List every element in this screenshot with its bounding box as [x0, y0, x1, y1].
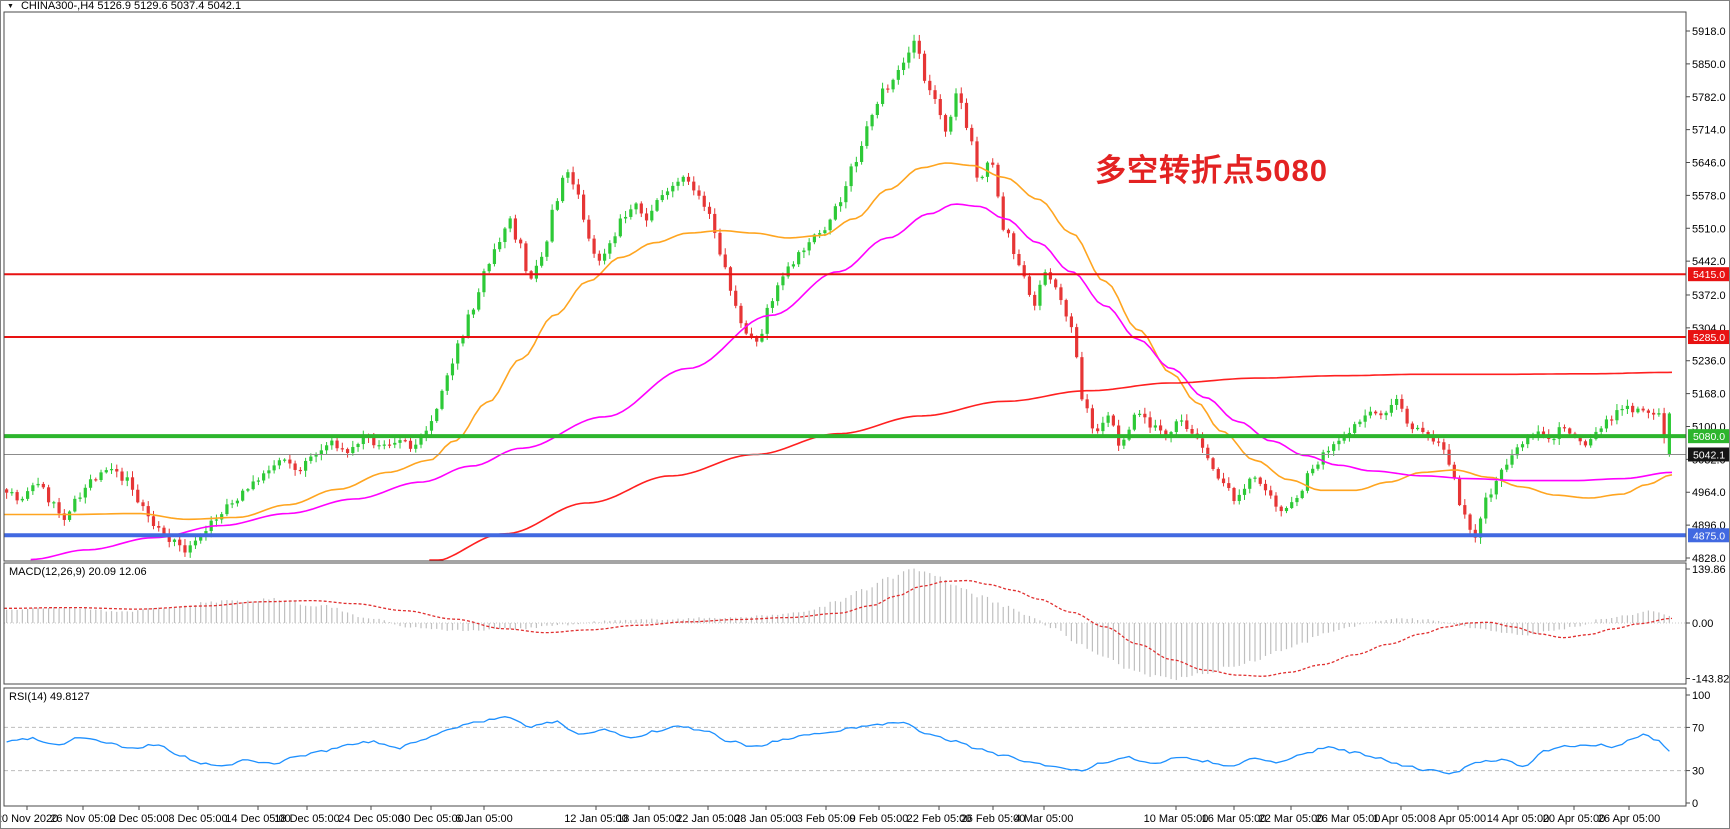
price-axis-label: 5578.0: [1692, 190, 1726, 202]
time-axis-label: 2 Dec 05:00: [109, 813, 168, 825]
time-axis-label: 4 Mar 05:00: [1015, 813, 1074, 825]
macd-axis[interactable]: 139.86 0.00 -143.82: [1686, 564, 1729, 686]
time-axis-label: 12 Jan 05:00: [564, 813, 628, 825]
price-axis-label: 5918.0: [1692, 26, 1726, 38]
rsi-axis-label: 70: [1692, 722, 1704, 734]
ma-medium-magenta-line: [30, 203, 1673, 561]
rsi-axis-label: 0: [1692, 798, 1698, 810]
price-badge-label: 5415.0: [1693, 269, 1725, 281]
time-axis-label: 6 Jan 05:00: [455, 813, 513, 825]
price-axis-label: 4964.0: [1692, 487, 1726, 499]
time-axis-label: 9 Feb 05:00: [850, 813, 909, 825]
rsi-line: [6, 716, 1670, 775]
macd-indicator-label: MACD(12,26,9) 20.09 12.06: [9, 566, 147, 578]
price-axis-label: 5782.0: [1692, 92, 1726, 104]
time-axis-label: 20 Nov 2020: [1, 813, 58, 825]
price-axis-label: 5850.0: [1692, 59, 1726, 71]
collapse-icon[interactable]: ▼: [7, 3, 14, 10]
price-axis-label: 5714.0: [1692, 125, 1726, 137]
price-badge-4875.0: 4875.0: [1688, 528, 1729, 543]
rsi-axis[interactable]: 100 70 30 0: [1686, 690, 1710, 810]
price-axis[interactable]: 5918.0 5850.0 5782.0 5714.0 5646.0 5578.0 5510…: [1686, 26, 1726, 565]
time-axis-label: 8 Dec 05:00: [168, 813, 227, 825]
time-axis-label: 26 Feb 05:00: [961, 813, 1026, 825]
candles-layer: [5, 34, 1671, 558]
macd-axis-label: -143.82: [1692, 674, 1729, 686]
price-badge-label: 4875.0: [1693, 530, 1725, 542]
time-axis-label: 8 Apr 05:00: [1430, 813, 1486, 825]
time-axis-label: 18 Dec 05:00: [274, 813, 339, 825]
rsi-axis-label: 30: [1692, 766, 1704, 778]
time-axis-label: 26 Nov 05:00: [50, 813, 115, 825]
price-axis-label: 5236.0: [1692, 356, 1726, 368]
macd-axis-label: 139.86: [1692, 564, 1726, 576]
price-badge-5415.0: 5415.0: [1688, 267, 1729, 282]
annotation-text: 多空转折点5080: [1095, 153, 1328, 188]
price-badge-label: 5285.0: [1693, 332, 1725, 344]
price-badge-5042.1: 5042.1: [1688, 447, 1729, 462]
macd-histogram: [6, 568, 1670, 681]
time-axis-label: 10 Mar 05:00: [1144, 813, 1209, 825]
time-axis-label: 22 Feb 05:00: [907, 813, 972, 825]
time-axis-label: 28 Jan 05:00: [734, 813, 798, 825]
macd-signal-line: [4, 579, 1673, 677]
rsi-indicator-label: RSI(14) 49.8127: [9, 691, 90, 703]
time-axis-label: 14 Apr 05:00: [1487, 813, 1549, 825]
ma-fast-orange-line: [4, 162, 1673, 521]
price-axis-label: 5168.0: [1692, 389, 1726, 401]
chart-header: ▼ CHINA300-,H4 5126.9 5129.6 5037.4 5042.…: [7, 1, 241, 12]
time-axis-label: 22 Jan 05:00: [676, 813, 740, 825]
panel-borders: [3, 11, 1687, 807]
time-axis-label: 24 Dec 05:00: [338, 813, 403, 825]
time-axis-label: 22 Mar 05:00: [1259, 813, 1324, 825]
time-axis-label: 26 Apr 05:00: [1598, 813, 1660, 825]
symbol-ohlc-title: CHINA300-,H4 5126.9 5129.6 5037.4 5042.1: [20, 0, 242, 12]
price-axis-label: 5510.0: [1692, 223, 1726, 235]
price-badge-label: 5080.0: [1693, 431, 1725, 443]
price-badge-5285.0: 5285.0: [1688, 330, 1729, 345]
time-axis-label: 18 Jan 05:00: [617, 813, 681, 825]
price-axis-label: 5442.0: [1692, 256, 1726, 268]
price-axis-label: 5646.0: [1692, 158, 1726, 170]
time-axis-label: 14 Dec 05:00: [225, 813, 290, 825]
ma-slow-red-line: [429, 371, 1673, 561]
rsi-axis-label: 100: [1692, 690, 1710, 702]
time-axis-label: 30 Dec 05:00: [398, 813, 463, 825]
price-badge-label: 5042.1: [1693, 449, 1725, 461]
price-badge-5080.0: 5080.0: [1688, 429, 1729, 444]
time-axis-label: 1 Apr 05:00: [1373, 813, 1429, 825]
time-axis-label: 20 Apr 05:00: [1543, 813, 1605, 825]
price-axis-label: 4828.0: [1692, 553, 1726, 565]
time-axis-label: 26 Mar 05:00: [1316, 813, 1381, 825]
time-axis-label: 16 Mar 05:00: [1202, 813, 1267, 825]
price-axis-label: 5372.0: [1692, 290, 1726, 302]
macd-axis-label: 0.00: [1692, 618, 1713, 630]
time-axis-label: 3 Feb 05:00: [797, 813, 856, 825]
